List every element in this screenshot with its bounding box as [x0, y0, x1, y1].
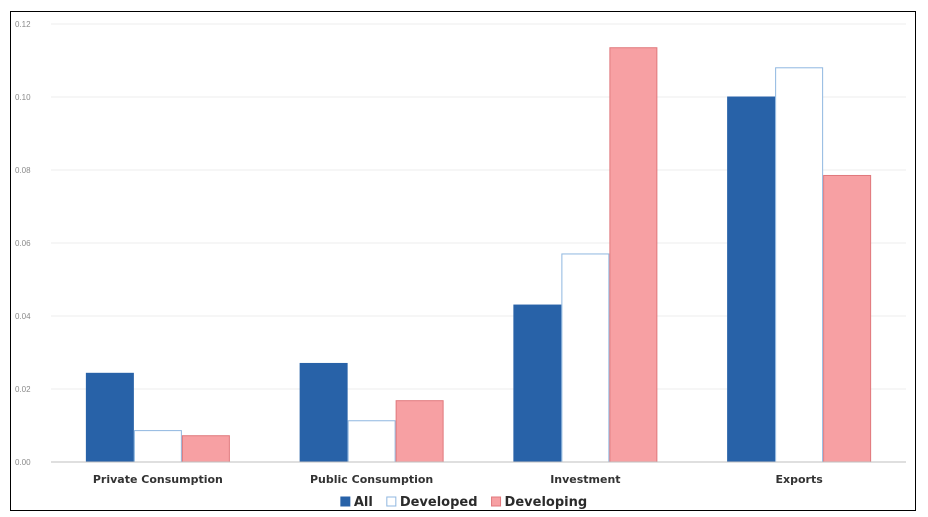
y-tick-label: 0.00 — [15, 458, 31, 467]
bar-developing-private-consumption — [181, 435, 230, 463]
bar-all-exports — [727, 96, 776, 463]
y-tick-label: 0.12 — [15, 20, 31, 29]
bar-developed-public-consumption — [347, 420, 396, 463]
x-axis-categories: Private Consumption Public Consumption Inv… — [93, 473, 823, 486]
y-tick-label: 0.04 — [15, 312, 31, 321]
y-tick-label: 0.10 — [15, 93, 31, 102]
x-category-label: Private Consumption — [93, 473, 223, 486]
legend-label: Developed — [400, 495, 478, 510]
bar-developed-private-consumption — [133, 430, 182, 463]
legend-swatch-developed — [386, 496, 397, 507]
legend-swatch-developing — [491, 496, 502, 507]
legend: All Developed Developing — [340, 495, 588, 510]
y-tick-label: 0.08 — [15, 166, 31, 175]
bar-developing-exports — [823, 174, 872, 463]
bar-developing-investment — [609, 47, 658, 463]
y-tick-label: 0.06 — [15, 239, 31, 248]
bar-developed-exports — [775, 67, 824, 463]
bar-developed-investment — [561, 253, 610, 463]
legend-label: Developing — [505, 495, 588, 510]
chart-frame: 0.00 0.02 0.04 0.06 0.08 0.10 0.12 Private Con… — [10, 11, 916, 511]
legend-swatch-all — [340, 496, 351, 507]
y-axis-ticks: 0.00 0.02 0.04 0.06 0.08 0.10 0.12 — [15, 20, 31, 467]
bar-all-private-consumption — [85, 372, 134, 463]
bar-all-investment — [513, 304, 562, 463]
y-tick-label: 0.02 — [15, 385, 31, 394]
bar-chart: 0.00 0.02 0.04 0.06 0.08 0.10 0.12 Private Con… — [15, 20, 906, 510]
x-category-label: Public Consumption — [310, 473, 433, 486]
x-category-label: Investment — [550, 473, 620, 486]
x-category-label: Exports — [775, 473, 823, 486]
bars — [85, 47, 872, 463]
bar-all-public-consumption — [299, 362, 348, 463]
legend-label: All — [354, 495, 373, 510]
bar-developing-public-consumption — [395, 400, 444, 463]
